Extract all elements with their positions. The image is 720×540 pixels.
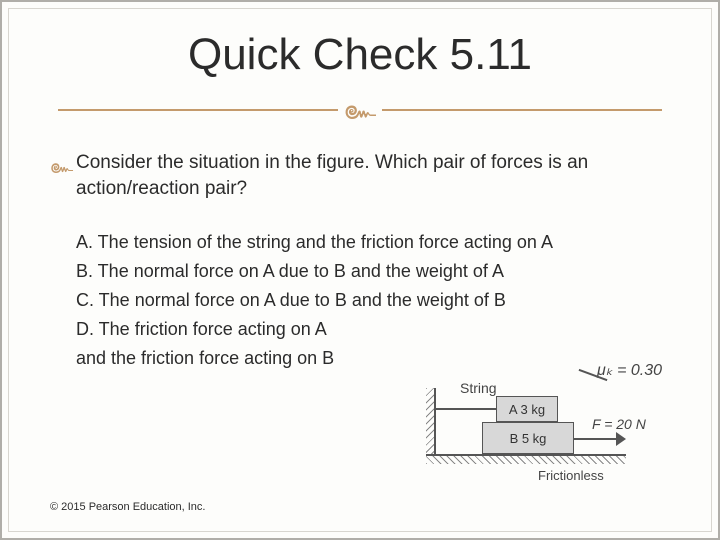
figure-mu-label: μₖ = 0.30 <box>597 360 662 380</box>
physics-figure: String μₖ = 0.30 A 3 kg B 5 kg F = 20 N … <box>422 360 662 490</box>
answer-list: A. The tension of the string and the fri… <box>76 229 670 372</box>
figure-block-a: A 3 kg <box>496 396 558 422</box>
copyright-text: © 2015 Pearson Education, Inc. <box>50 500 205 514</box>
figure-wall-icon <box>426 388 436 456</box>
answer-b: B. The normal force on A due to B and th… <box>76 258 670 285</box>
figure-string-icon <box>436 408 496 410</box>
question-text: Consider the situation in the figure. Wh… <box>76 150 670 201</box>
slide-title: Quick Check 5.11 <box>50 30 670 80</box>
question-block: ๛ Consider the situation in the figure. … <box>50 150 670 201</box>
figure-string-label: String <box>460 380 497 396</box>
divider-line-right <box>382 109 662 111</box>
title-divider: ๛ <box>58 88 662 132</box>
figure-force-line-icon <box>574 438 618 440</box>
figure-block-b: B 5 kg <box>482 422 574 454</box>
answer-c: C. The normal force on A due to B and th… <box>76 287 670 314</box>
answer-d-line1: D. The friction force acting on A <box>76 316 670 343</box>
bullet-icon: ๛ <box>50 150 76 182</box>
flourish-icon: ๛ <box>338 88 382 132</box>
figure-ground-icon <box>426 454 626 464</box>
figure-force-arrowhead-icon <box>616 432 626 446</box>
figure-force-label: F = 20 N <box>592 416 646 432</box>
divider-line-left <box>58 109 338 111</box>
figure-frictionless-label: Frictionless <box>538 468 604 483</box>
answer-a: A. The tension of the string and the fri… <box>76 229 670 256</box>
